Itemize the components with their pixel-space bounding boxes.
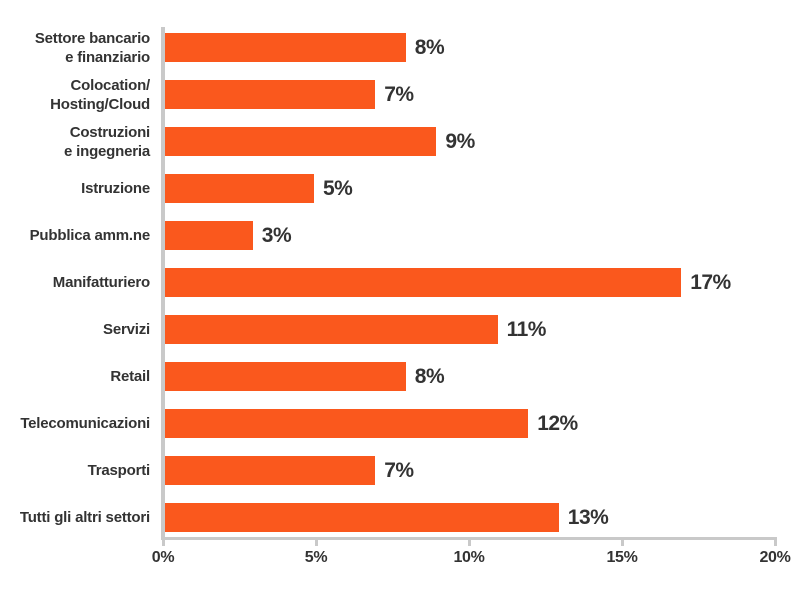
bar-row: Manifatturiero 17% — [0, 259, 800, 306]
value-label: 9% — [445, 129, 475, 153]
bar-row: Retail 8% — [0, 353, 800, 400]
x-tick-mark — [774, 537, 777, 546]
category-label: Servizi — [103, 321, 150, 338]
bar-row: Colocation/ Hosting/Cloud 7% — [0, 71, 800, 118]
bar — [163, 174, 314, 203]
value-label: 11% — [506, 317, 547, 341]
bar — [163, 33, 406, 62]
value-label: 12% — [537, 411, 578, 435]
value-label: 17% — [690, 270, 731, 294]
value-label: 3% — [261, 223, 292, 247]
bar-row: Pubblica amm.ne 3% — [0, 212, 800, 259]
category-label: Pubblica amm.ne — [29, 227, 151, 244]
x-tick-label: 15% — [606, 549, 638, 566]
x-tick-label: 0% — [151, 549, 175, 566]
category-label: Settore bancario e finanziario — [34, 29, 150, 66]
bar — [163, 362, 406, 391]
bar-area: 7% — [163, 80, 800, 109]
bar-row: Istruzione 5% — [0, 165, 800, 212]
value-label: 13% — [567, 505, 609, 529]
value-label: 5% — [323, 176, 353, 200]
x-tick-mark — [162, 537, 165, 546]
bar-area: 11% — [163, 315, 800, 344]
value-label: 8% — [414, 364, 445, 388]
bar-area: 9% — [163, 127, 800, 156]
bar — [163, 409, 529, 438]
bar-row: Trasporti 7% — [0, 447, 800, 494]
y-axis-line — [161, 27, 165, 540]
value-label: 7% — [384, 82, 414, 106]
value-label: 8% — [414, 35, 445, 59]
x-tick-label: 20% — [759, 549, 791, 566]
category-label: Tutti gli altri settori — [19, 509, 150, 526]
bar-row: Servizi 11% — [0, 306, 800, 353]
bar — [163, 268, 682, 297]
bar-area: 8% — [163, 33, 800, 62]
category-label: Istruzione — [81, 180, 150, 197]
bar-area: 12% — [163, 409, 800, 438]
x-tick-mark — [468, 537, 471, 546]
bar-row: Tutti gli altri settori 13% — [0, 494, 800, 541]
x-tick-label: 5% — [304, 549, 328, 566]
bar-area: 17% — [163, 268, 800, 297]
bar-area: 13% — [163, 503, 800, 532]
x-tick-mark — [315, 537, 318, 546]
category-label: Trasporti — [87, 462, 151, 479]
x-tick-label: 10% — [453, 549, 485, 566]
bar-area: 3% — [163, 221, 800, 250]
bar-area: 7% — [163, 456, 800, 485]
bar — [163, 315, 498, 344]
bar — [163, 503, 559, 532]
bar-area: 5% — [163, 174, 800, 203]
bar — [163, 221, 253, 250]
x-tick-mark — [621, 537, 624, 546]
category-label: Costruzioni e ingegneria — [64, 123, 150, 160]
bar-area: 8% — [163, 362, 800, 391]
category-label: Colocation/ Hosting/Cloud — [50, 76, 150, 113]
bar — [163, 80, 376, 109]
bar — [163, 456, 376, 485]
value-label: 7% — [384, 458, 414, 482]
bar — [163, 127, 437, 156]
category-label: Manifatturiero — [52, 274, 150, 291]
bar-row: Costruzioni e ingegneria 9% — [0, 118, 800, 165]
category-label: Retail — [110, 368, 150, 385]
bar-row: Telecomunicazioni 12% — [0, 400, 800, 447]
category-label: Telecomunicazioni — [20, 415, 150, 432]
bar-row: Settore bancario e finanziario 8% — [0, 24, 800, 71]
chart-rows: Settore bancario e finanziario 8% Coloca… — [0, 24, 800, 541]
